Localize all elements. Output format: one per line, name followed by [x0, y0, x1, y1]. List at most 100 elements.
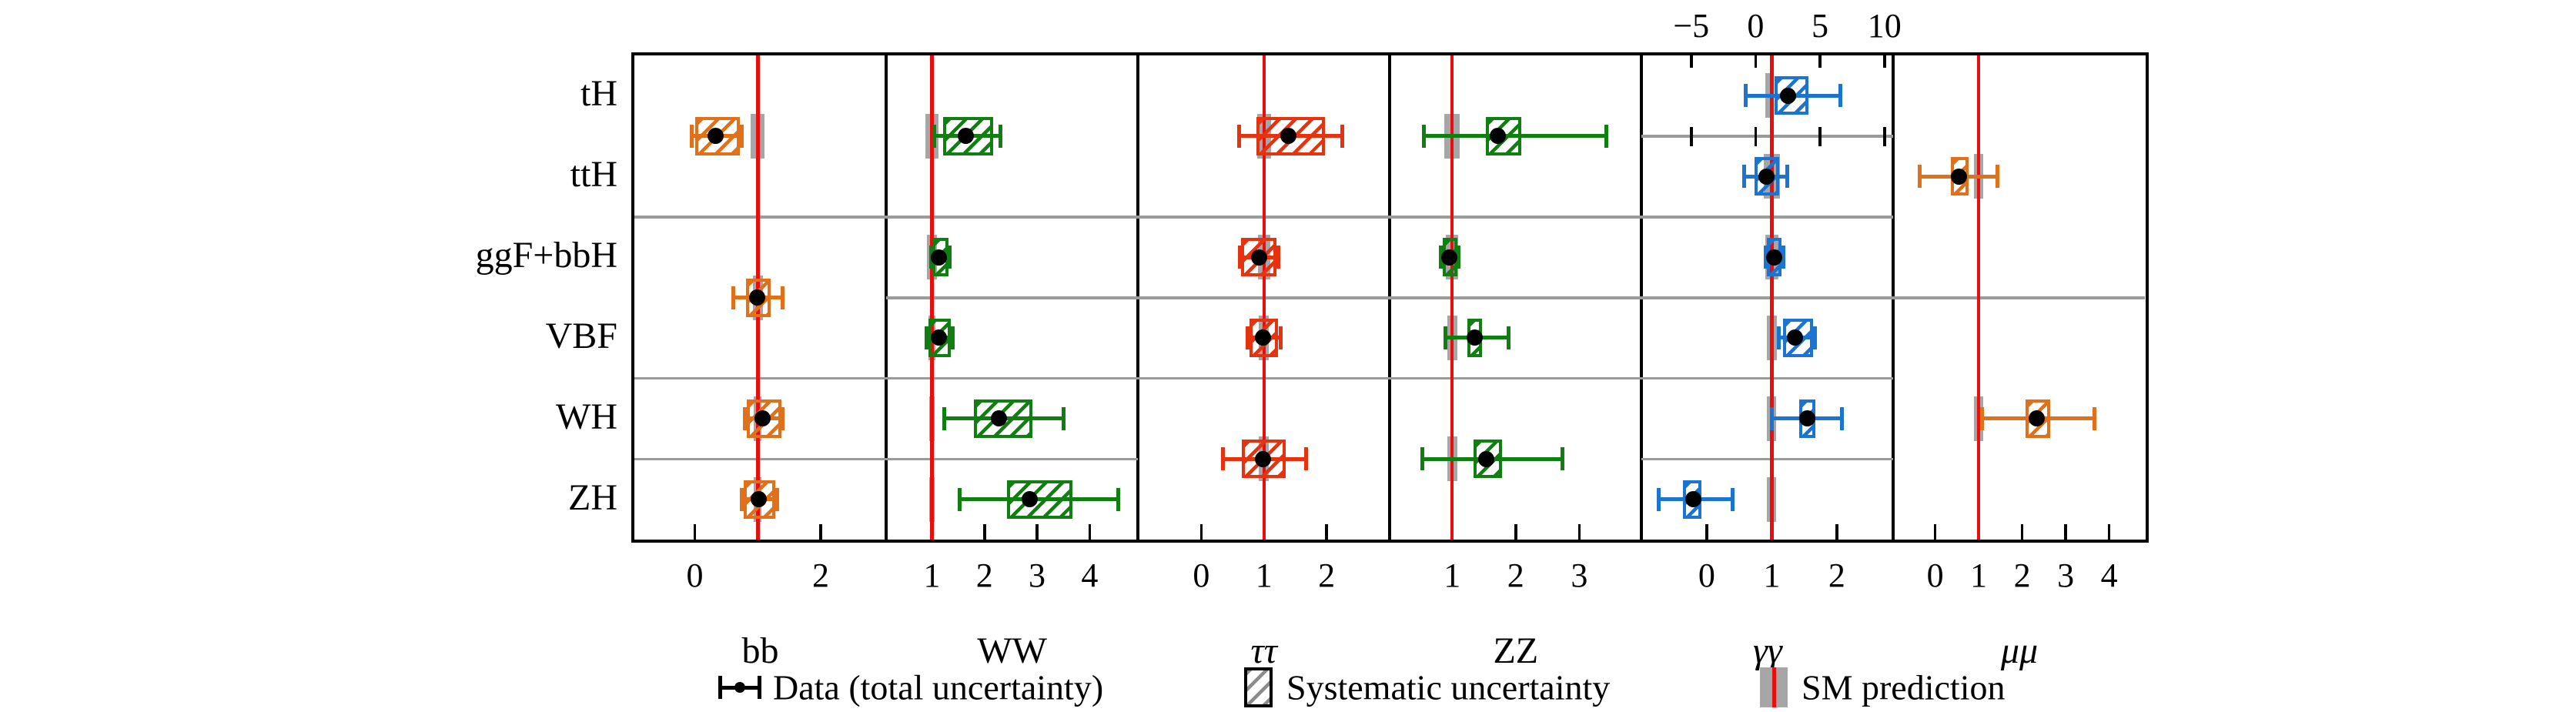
total-uncertainty-cap [740, 487, 744, 511]
data-point [1250, 249, 1267, 266]
total-uncertainty-cap [1420, 447, 1424, 471]
x-tick-label: 1 [1444, 557, 1461, 594]
x-tick [819, 524, 822, 540]
legend-sm-line-icon [1772, 667, 1776, 707]
total-uncertainty-cap [1604, 124, 1609, 148]
x-tick-label: 0 [1926, 557, 1944, 594]
plot-frame [631, 52, 2149, 543]
channel-label-bb: bb [741, 630, 779, 671]
total-uncertainty-cap [775, 487, 780, 511]
data-point [1440, 249, 1457, 266]
top-axis-tick [1883, 55, 1886, 68]
total-uncertainty-cap [1813, 326, 1818, 349]
x-tick-label: 1 [1970, 557, 1988, 594]
total-uncertainty-cap [731, 286, 735, 309]
total-uncertainty-cap [1840, 406, 1845, 430]
x-tick-label: 2 [1318, 557, 1336, 594]
channel-label-gammagamma: γγ [1752, 630, 1782, 671]
total-uncertainty-cap [1560, 447, 1564, 471]
total-uncertainty-cap [951, 326, 955, 349]
row-label-ggFbbH: ggF+bbH [475, 235, 617, 276]
total-uncertainty-cap [2093, 406, 2097, 430]
total-uncertainty-cap [1656, 487, 1661, 511]
row-separator [1641, 296, 1894, 299]
sm-line [930, 55, 934, 540]
total-uncertainty-cap [1838, 84, 1843, 108]
x-tick [983, 524, 986, 540]
top-axis-tick [1754, 55, 1758, 68]
data-point [751, 491, 768, 508]
row-separator [886, 296, 1139, 299]
x-tick-label: 3 [1029, 557, 1046, 594]
row-separator [1390, 216, 1642, 219]
x-tick [1199, 524, 1203, 540]
total-uncertainty-cap [925, 326, 929, 349]
row-separator [886, 457, 1139, 461]
top-axis-label: 0 [1747, 7, 1765, 45]
row-separator [1390, 296, 1642, 299]
row-label-VBF: VBF [545, 315, 617, 356]
row-separator [1641, 135, 1894, 138]
data-point [958, 128, 975, 145]
x-tick-label: 0 [1698, 557, 1715, 594]
legend-syst-label: Systematic uncertainty [1286, 667, 1611, 707]
data-point [930, 249, 947, 266]
row-separator [634, 216, 887, 219]
total-uncertainty-cap [1444, 326, 1448, 349]
row-separator [1641, 216, 1894, 219]
top-axis-label: 10 [1867, 7, 1902, 45]
top-axis-tick [1690, 55, 1693, 68]
data-point [1766, 249, 1783, 266]
x-tick-label: 2 [975, 557, 993, 594]
data-point [707, 128, 724, 145]
row-separator [1390, 376, 1642, 380]
total-uncertainty-cap [1421, 124, 1426, 148]
total-uncertainty-cap [1785, 165, 1790, 189]
sm-line [1770, 55, 1774, 540]
sm-line [1262, 55, 1266, 540]
sm-line [1976, 55, 1981, 540]
total-uncertainty-cap [1980, 406, 1985, 430]
top-axis-tick [1818, 55, 1822, 68]
data-point [1022, 491, 1038, 508]
total-uncertainty-cap [1781, 246, 1786, 269]
total-uncertainty-cap [1061, 406, 1066, 430]
data-point [1798, 410, 1815, 427]
x-tick [2107, 524, 2111, 540]
total-uncertainty-cap [1777, 326, 1781, 349]
data-point [1280, 128, 1296, 145]
mini-axis-tick [1754, 126, 1758, 146]
sm-line [1450, 55, 1454, 540]
data-point [1787, 329, 1804, 346]
total-uncertainty-cap [1764, 246, 1768, 269]
data-point [1478, 450, 1495, 467]
row-label-ZH: ZH [568, 476, 617, 518]
total-uncertainty-cap [1303, 447, 1308, 471]
x-tick [1514, 524, 1517, 540]
channel-label-mumu: μμ [2000, 630, 2039, 671]
x-tick-label: 3 [2057, 557, 2075, 594]
row-separator [886, 376, 1139, 380]
data-point [1467, 329, 1484, 346]
total-uncertainty-cap [1996, 165, 2000, 189]
x-tick [1088, 524, 1092, 540]
x-tick [1933, 524, 1937, 540]
total-uncertainty-cap [781, 286, 785, 309]
row-separator [1641, 457, 1894, 461]
channel-label-ZZ: ZZ [1493, 630, 1539, 671]
total-uncertainty-cap [1731, 487, 1735, 511]
row-label-ttH: ttH [570, 154, 617, 196]
top-axis-label: −5 [1673, 7, 1710, 45]
x-tick-label: 1 [1255, 557, 1273, 594]
row-separator [886, 216, 1139, 219]
total-uncertainty-bar [1423, 134, 1607, 139]
legend-sm-label: SM prediction [1802, 667, 2006, 707]
x-tick-label: 2 [812, 557, 830, 594]
x-tick-label: 1 [923, 557, 941, 594]
data-point [754, 410, 771, 427]
legend-data-label: Data (total uncertainty) [773, 667, 1104, 707]
mini-axis-tick [1818, 126, 1822, 146]
total-uncertainty-cap [1438, 246, 1443, 269]
legend-data-errorbar-cap-left-icon [718, 676, 722, 699]
